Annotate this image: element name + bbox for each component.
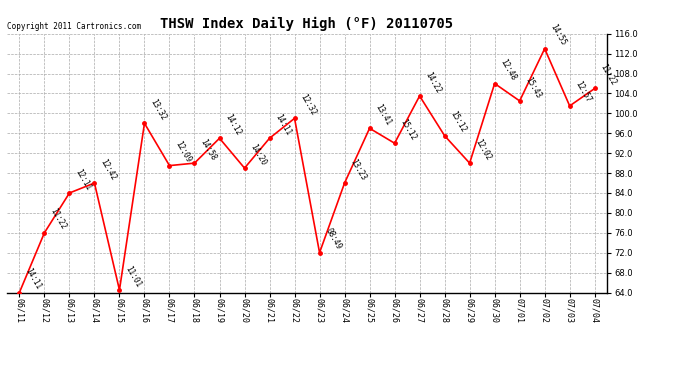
Text: 15:43: 15:43 bbox=[524, 75, 543, 99]
Text: 08:49: 08:49 bbox=[324, 227, 343, 251]
Text: 15:12: 15:12 bbox=[399, 117, 418, 142]
Text: 12:09: 12:09 bbox=[174, 140, 193, 164]
Text: 14:58: 14:58 bbox=[199, 137, 218, 162]
Text: 13:32: 13:32 bbox=[148, 98, 168, 122]
Text: 12:42: 12:42 bbox=[99, 157, 118, 182]
Text: Copyright 2011 Cartronics.com: Copyright 2011 Cartronics.com bbox=[7, 22, 141, 31]
Text: 13:23: 13:23 bbox=[348, 157, 368, 182]
Title: THSW Index Daily High (°F) 20110705: THSW Index Daily High (°F) 20110705 bbox=[161, 17, 453, 31]
Text: 12:57: 12:57 bbox=[574, 80, 593, 105]
Text: 14:11: 14:11 bbox=[23, 267, 43, 291]
Text: 12:48: 12:48 bbox=[499, 58, 518, 82]
Text: 14:55: 14:55 bbox=[549, 23, 568, 47]
Text: 11:22: 11:22 bbox=[48, 207, 68, 231]
Text: 12:02: 12:02 bbox=[474, 137, 493, 162]
Text: 15:12: 15:12 bbox=[448, 110, 468, 134]
Text: 14:12: 14:12 bbox=[224, 112, 243, 137]
Text: 14:22: 14:22 bbox=[424, 70, 443, 94]
Text: 14:20: 14:20 bbox=[248, 142, 268, 167]
Text: 13:41: 13:41 bbox=[374, 102, 393, 127]
Text: 14:11: 14:11 bbox=[274, 112, 293, 137]
Text: 11:01: 11:01 bbox=[124, 264, 143, 289]
Text: 12:32: 12:32 bbox=[299, 92, 318, 117]
Text: 12:11: 12:11 bbox=[74, 167, 93, 192]
Text: 11:22: 11:22 bbox=[599, 63, 618, 87]
